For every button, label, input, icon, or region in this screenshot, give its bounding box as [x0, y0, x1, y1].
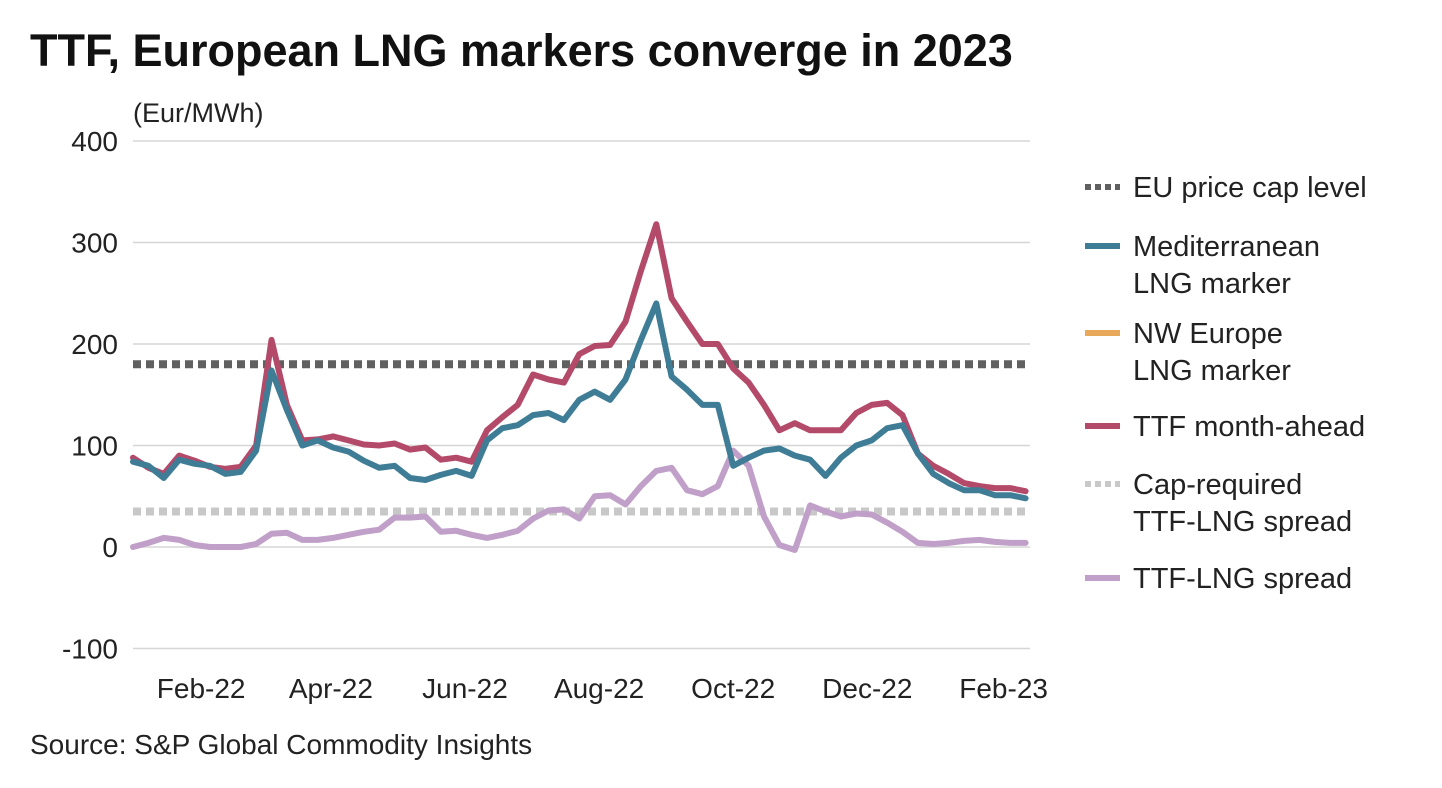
y-tick-label: 300 [71, 228, 118, 259]
y-tick-label: 0 [102, 532, 118, 563]
x-tick-label: Oct-22 [691, 673, 775, 704]
series-ttf-lng-spread [130, 447, 1029, 553]
y-axis-unit: (Eur/MWh) [133, 98, 264, 128]
legend-label: EU price cap level [1133, 172, 1367, 204]
legend-label: TTF-LNG spread [1133, 506, 1352, 538]
x-axis-ticks: Feb-22 Apr-22 Jun-22 Aug-22 Oct-22 Dec-22 Feb-… [157, 673, 1048, 704]
legend-label: Cap-required [1133, 469, 1302, 501]
legend-item: TTF-LNG spread [1085, 563, 1352, 595]
chart-title: TTF, European LNG markers converge in 20… [30, 25, 1013, 76]
gridlines [133, 140, 1030, 650]
x-tick-label: Jun-22 [422, 673, 508, 704]
legend-label: LNG marker [1133, 355, 1291, 387]
y-tick-label: 100 [71, 431, 118, 462]
legend-label: Mediterranean [1133, 231, 1320, 263]
legend-label: NW Europe [1133, 318, 1283, 350]
legend-label: LNG marker [1133, 268, 1291, 300]
series-lines [130, 221, 1030, 553]
legend-label: TTF-LNG spread [1133, 563, 1352, 595]
y-tick-label: -100 [62, 634, 118, 665]
series-mediterranean-lng-marker [130, 300, 1029, 502]
x-tick-label: Aug-22 [554, 673, 644, 704]
legend: EU price cap level Mediterranean LNG marke… [1085, 172, 1367, 595]
source-note: Source: S&P Global Commodity Insights [30, 729, 532, 760]
legend-item: TTF month-ahead [1085, 411, 1365, 443]
legend-item: Mediterranean LNG marker [1085, 231, 1320, 300]
legend-item: NW Europe LNG marker [1085, 318, 1291, 387]
legend-item: EU price cap level [1085, 172, 1367, 204]
x-tick-label: Feb-22 [157, 673, 246, 704]
legend-item: Cap-required TTF-LNG spread [1085, 469, 1352, 538]
y-tick-label: 400 [71, 126, 118, 157]
series-ttf-month-ahead [130, 221, 1029, 495]
y-tick-label: 200 [71, 329, 118, 360]
x-tick-label: Apr-22 [289, 673, 373, 704]
y-axis-ticks: -100 0 100 200 300 400 [62, 126, 118, 665]
x-tick-label: Feb-23 [959, 673, 1048, 704]
legend-label: TTF month-ahead [1133, 411, 1365, 443]
x-tick-label: Dec-22 [822, 673, 912, 704]
